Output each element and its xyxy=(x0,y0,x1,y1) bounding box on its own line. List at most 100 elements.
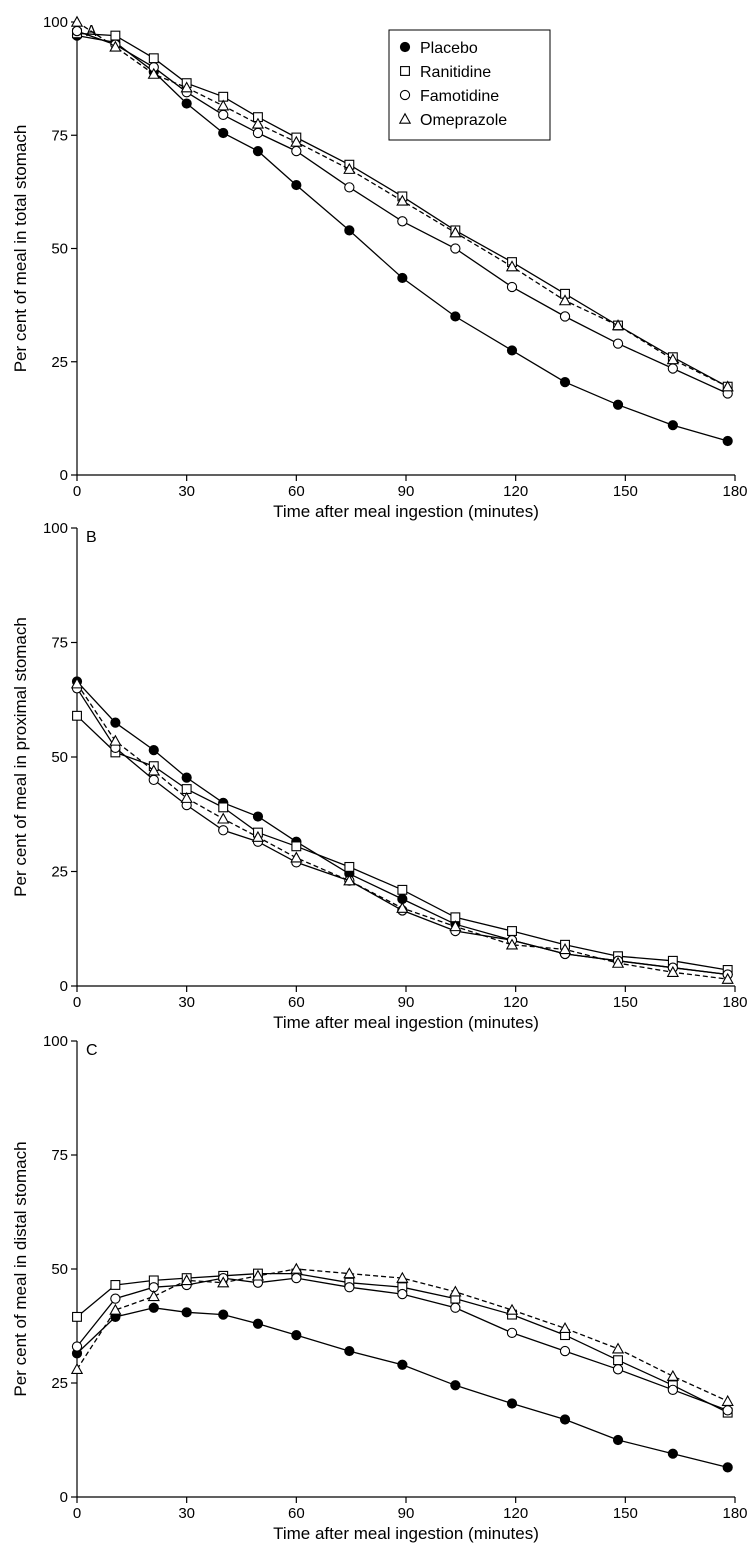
x-tick-label: 120 xyxy=(503,1505,528,1522)
y-tick-label: 75 xyxy=(51,127,68,144)
data-point-placebo xyxy=(667,420,678,431)
data-point-omeprazole xyxy=(343,162,356,174)
y-tick-label: 0 xyxy=(60,978,68,995)
series-placebo xyxy=(71,676,733,980)
series-line-placebo xyxy=(76,680,728,976)
data-point-omeprazole xyxy=(505,260,519,272)
data-point-famotidine xyxy=(218,109,229,121)
x-axis-label: Time after meal ingestion (minutes) xyxy=(273,502,539,521)
data-point-placebo xyxy=(667,1448,678,1459)
data-point-omeprazole xyxy=(109,734,122,746)
x-tick-label: 60 xyxy=(288,1505,305,1522)
data-point-omeprazole xyxy=(343,874,356,886)
x-tick-label: 120 xyxy=(503,994,528,1011)
data-point-omeprazole xyxy=(666,965,679,977)
data-point-omeprazole xyxy=(505,1303,519,1315)
data-point-famotidine xyxy=(344,182,355,193)
legend-entry: Ranitidine xyxy=(420,64,491,81)
y-tick-label: 75 xyxy=(51,1147,68,1164)
data-point-omeprazole xyxy=(70,15,84,27)
x-tick-label: 120 xyxy=(503,483,528,500)
data-point-famotidine xyxy=(218,825,229,836)
data-point-omeprazole xyxy=(721,1394,734,1406)
series-famotidine xyxy=(71,1272,733,1416)
series-line-ranitidine xyxy=(76,715,728,971)
data-point-famotidine xyxy=(722,1405,733,1416)
data-point-omeprazole xyxy=(449,1285,462,1297)
data-point-famotidine xyxy=(612,1364,624,1375)
data-point-omeprazole xyxy=(611,1342,625,1354)
x-tick-label: 180 xyxy=(722,1505,747,1522)
data-point-placebo xyxy=(181,772,192,783)
data-point-ranitidine xyxy=(218,802,229,813)
x-axis-label: Time after meal ingestion (minutes) xyxy=(273,1524,539,1543)
data-point-placebo xyxy=(344,225,355,236)
series-famotidine xyxy=(71,25,733,399)
data-point-omeprazole xyxy=(217,812,230,824)
data-point-placebo xyxy=(291,1330,302,1341)
data-point-famotidine xyxy=(148,774,159,786)
data-point-famotidine xyxy=(667,1384,679,1395)
legend-marker-omeprazole xyxy=(398,112,412,124)
data-point-placebo xyxy=(181,1307,192,1318)
data-point-omeprazole xyxy=(611,319,625,331)
legend-box xyxy=(388,29,551,141)
x-tick-label: 30 xyxy=(178,994,195,1011)
data-point-placebo xyxy=(612,1434,624,1446)
y-tick-label: 0 xyxy=(60,467,68,484)
panel-b: 0 25 50 75 100 0 30 60 90 120 150 180 Time after mea… xyxy=(11,520,748,1032)
data-point-placebo xyxy=(506,345,518,356)
legend-entry: Famotidine xyxy=(420,88,499,105)
data-point-omeprazole xyxy=(558,1321,572,1333)
x-tick-label: 60 xyxy=(288,483,305,500)
data-point-omeprazole xyxy=(180,791,193,803)
data-point-placebo xyxy=(148,1302,159,1313)
data-point-omeprazole xyxy=(721,380,734,392)
data-point-placebo xyxy=(218,1309,229,1320)
data-point-omeprazole xyxy=(611,956,625,968)
data-point-omeprazole xyxy=(180,81,193,93)
data-point-omeprazole xyxy=(290,1262,303,1274)
data-point-omeprazole xyxy=(251,117,265,129)
y-tick-label: 0 xyxy=(60,1489,68,1506)
data-point-omeprazole xyxy=(147,1290,160,1302)
data-point-omeprazole xyxy=(721,972,734,984)
data-point-omeprazole xyxy=(343,1267,356,1279)
data-point-placebo xyxy=(397,272,408,284)
data-point-famotidine xyxy=(397,216,408,227)
data-point-omeprazole xyxy=(396,194,409,206)
data-point-placebo xyxy=(181,98,192,109)
x-tick-label: 180 xyxy=(722,994,747,1011)
series-line-famotidine xyxy=(76,687,728,976)
data-point-ranitidine xyxy=(72,710,82,721)
y-tick-label: 25 xyxy=(51,354,68,371)
x-tick-label: 90 xyxy=(398,1505,415,1522)
x-tick-label: 0 xyxy=(73,483,81,500)
panel-c: 0 25 50 75 100 0 30 60 90 120 150 180 Time after mea… xyxy=(11,1033,748,1543)
data-point-famotidine xyxy=(450,243,461,254)
data-point-omeprazole xyxy=(666,353,679,365)
series-famotidine xyxy=(71,683,733,980)
panel-letter: B xyxy=(86,529,97,546)
data-point-placebo xyxy=(450,311,461,322)
y-tick-label: 100 xyxy=(43,14,68,31)
data-point-placebo xyxy=(252,146,264,157)
data-point-famotidine xyxy=(71,25,83,37)
data-point-famotidine xyxy=(506,281,518,293)
data-point-placebo xyxy=(559,1414,571,1425)
x-tick-label: 0 xyxy=(73,1505,81,1522)
y-tick-label: 25 xyxy=(51,864,68,881)
x-tick-label: 150 xyxy=(613,1505,638,1522)
data-point-placebo xyxy=(218,127,229,139)
data-point-ranitidine xyxy=(291,841,302,852)
data-point-omeprazole xyxy=(109,40,122,52)
data-point-ranitidine xyxy=(507,926,517,936)
data-point-omeprazole xyxy=(449,920,462,932)
data-point-omeprazole xyxy=(180,1274,193,1286)
y-tick-label: 75 xyxy=(51,635,68,652)
data-point-omeprazole xyxy=(70,677,84,689)
data-point-omeprazole xyxy=(396,1271,409,1283)
data-point-placebo xyxy=(252,1318,264,1329)
data-point-famotidine xyxy=(344,1282,355,1293)
